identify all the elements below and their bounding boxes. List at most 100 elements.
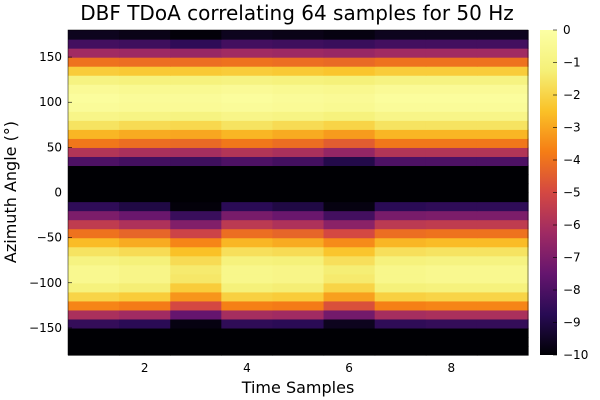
heatmap-cell <box>323 309 376 320</box>
heatmap-cell <box>476 264 529 275</box>
heatmap-cell <box>374 102 427 112</box>
heatmap-cell <box>170 192 222 203</box>
heatmap-cell <box>425 318 478 329</box>
heatmap-cell <box>374 318 427 329</box>
heatmap-cell <box>272 336 325 347</box>
heatmap-cell <box>425 48 478 58</box>
heatmap-cell <box>323 318 376 329</box>
heatmap-cell <box>170 210 222 221</box>
heatmap-cell <box>68 237 120 248</box>
heatmap-cell <box>425 102 478 112</box>
heatmap-cell <box>119 93 171 103</box>
x-tick-label: 4 <box>243 361 251 375</box>
heatmap-cell <box>425 210 478 221</box>
heatmap-cell <box>272 183 325 194</box>
heatmap-cell <box>68 174 120 185</box>
heatmap-cell <box>221 318 274 329</box>
heatmap-cell <box>272 255 325 266</box>
heatmap-cell <box>272 129 325 139</box>
heatmap-cell <box>221 219 274 230</box>
heatmap-cell <box>221 246 274 257</box>
colorbar-tick-label: −4 <box>563 153 581 167</box>
heatmap-cell <box>119 39 171 49</box>
heatmap-cell <box>221 282 274 293</box>
heatmap-cell <box>476 192 529 203</box>
heatmap-cell <box>68 66 120 76</box>
y-tick-label: −150 <box>29 321 62 335</box>
heatmap-cell <box>68 219 120 230</box>
heatmap-cell <box>170 291 222 302</box>
heatmap-cell <box>272 201 325 212</box>
heatmap-cell <box>272 120 325 130</box>
heatmap-cell <box>425 93 478 103</box>
heatmap-cell <box>119 246 171 257</box>
heatmap-cell <box>425 165 478 176</box>
heatmap-cell <box>374 93 427 103</box>
heatmap-cell <box>374 66 427 76</box>
heatmap-cell <box>374 210 427 221</box>
heatmap-cell <box>374 48 427 58</box>
heatmap-cell <box>119 147 171 157</box>
heatmap-cell <box>68 48 120 58</box>
heatmap-cell <box>221 57 274 67</box>
heatmap-cell <box>374 309 427 320</box>
heatmap-cell <box>425 237 478 248</box>
heatmap-cell <box>68 129 120 139</box>
heatmap-cell <box>323 48 376 58</box>
heatmap-cell <box>170 57 222 67</box>
y-axis-ticks: −150 −100 −50 0 50 100 150 <box>29 50 72 335</box>
heatmap-cell <box>272 210 325 221</box>
heatmap-cell <box>476 129 529 139</box>
heatmap-cell <box>425 39 478 49</box>
heatmap-cell <box>374 273 427 284</box>
heatmap-cell <box>221 111 274 121</box>
heatmap-cell <box>374 147 427 157</box>
heatmap-cell <box>323 93 376 103</box>
heatmap-cell <box>425 192 478 203</box>
heatmap-cell <box>323 345 376 356</box>
heatmap-cell <box>476 138 529 148</box>
heatmap-cell <box>119 75 171 85</box>
heatmap-cell <box>68 345 120 356</box>
heatmap-cell <box>374 138 427 148</box>
heatmap-cell <box>272 327 325 338</box>
heatmap-cell <box>476 120 529 130</box>
heatmap-cell <box>68 336 120 347</box>
colorbar-tick-label: −3 <box>563 121 581 135</box>
heatmap-cell <box>221 273 274 284</box>
heatmap-cell <box>476 345 529 356</box>
heatmap-cell <box>374 264 427 275</box>
heatmap-cell <box>272 228 325 239</box>
x-tick-label: 8 <box>448 361 456 375</box>
y-axis-label: Azimuth Angle (°) <box>1 121 20 263</box>
heatmap-cell <box>170 183 222 194</box>
heatmap-cell <box>68 273 120 284</box>
heatmap-cell <box>425 120 478 130</box>
heatmap-cell <box>119 327 171 338</box>
heatmap-cell <box>272 291 325 302</box>
heatmap-cell <box>68 183 120 194</box>
heatmap-cell <box>476 210 529 221</box>
heatmap-cell <box>374 345 427 356</box>
heatmap-cell <box>221 138 274 148</box>
heatmap-cell <box>476 93 529 103</box>
colorbar-tick-label: −8 <box>563 283 581 297</box>
heatmap-cell <box>476 30 529 40</box>
heatmap-cell <box>425 309 478 320</box>
heatmap-cell <box>476 84 529 94</box>
heatmap-cell <box>323 147 376 157</box>
heatmap-cell <box>170 48 222 58</box>
heatmap-cell <box>425 219 478 230</box>
heatmap-cell <box>323 165 376 176</box>
heatmap-cell <box>68 210 120 221</box>
heatmap-cell <box>68 228 120 239</box>
heatmap-cell <box>476 237 529 248</box>
heatmap-cell <box>272 282 325 293</box>
heatmap-cell <box>221 255 274 266</box>
heatmap-cell <box>476 336 529 347</box>
heatmap-cell <box>221 201 274 212</box>
heatmap-cell <box>68 39 120 49</box>
heatmap-cell <box>68 102 120 112</box>
heatmap-cell <box>323 66 376 76</box>
heatmap-cell <box>119 192 171 203</box>
